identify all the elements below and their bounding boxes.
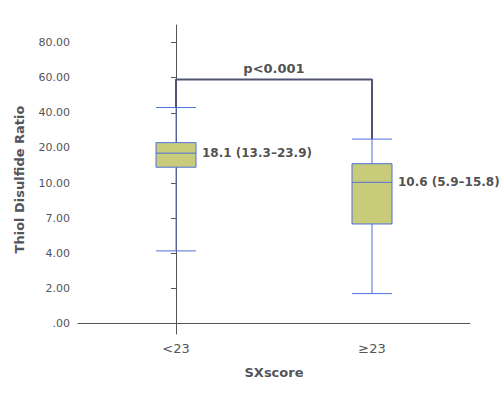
svg-text:18.1 (13.3–23.9): 18.1 (13.3–23.9) (202, 146, 312, 160)
svg-text:10.00: 10.00 (39, 177, 71, 190)
svg-text:<23: <23 (162, 341, 189, 356)
svg-text:60.00: 60.00 (39, 71, 71, 84)
svg-text:10.6 (5.9–15.8): 10.6 (5.9–15.8) (398, 175, 500, 189)
svg-text:20.00: 20.00 (39, 141, 71, 154)
svg-text:.00: .00 (53, 317, 71, 330)
svg-text:80.00: 80.00 (39, 36, 71, 49)
svg-text:≥23: ≥23 (358, 341, 385, 356)
svg-text:4.00: 4.00 (46, 247, 71, 260)
svg-text:p<0.001: p<0.001 (243, 61, 304, 76)
svg-text:Thiol Disulfide Ratio: Thiol Disulfide Ratio (12, 106, 27, 254)
svg-text:7.00: 7.00 (46, 212, 71, 225)
svg-text:SXscore: SXscore (245, 365, 304, 380)
svg-text:2.00: 2.00 (46, 282, 71, 295)
svg-text:40.00: 40.00 (39, 106, 71, 119)
